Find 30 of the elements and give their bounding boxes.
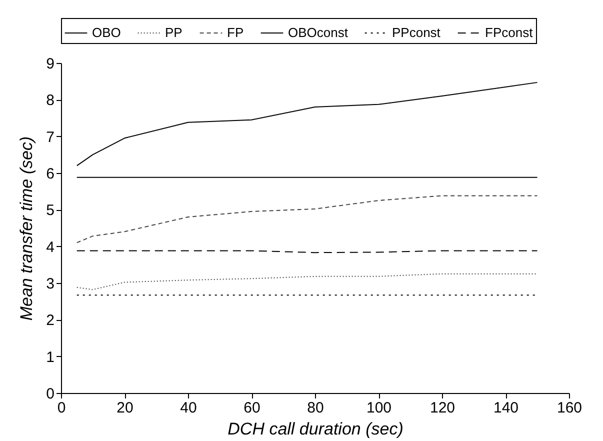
line-series [76, 195, 538, 244]
y-tick-label: 5 [46, 202, 54, 220]
x-tick-label: 40 [180, 400, 197, 416]
x-tick-label: 140 [493, 400, 519, 416]
legend-label: FPconst [485, 25, 534, 40]
y-tick-label: 6 [46, 166, 54, 182]
y-tick-label: 2 [46, 312, 54, 330]
legend-label: PP [165, 25, 182, 40]
y-tick-label: 7 [46, 128, 54, 146]
x-tick-label: 0 [57, 400, 66, 416]
y-tick-label: 3 [46, 276, 54, 292]
y-tick-label: 0 [46, 386, 54, 402]
y-tick-label: 4 [46, 238, 54, 256]
y-tick-label: 8 [46, 92, 54, 110]
line-series [76, 273, 538, 290]
legend-label: PPconst [392, 25, 441, 40]
x-tick-label: 20 [116, 400, 134, 416]
x-axis-title: DCH call duration (sec) [228, 420, 404, 438]
x-tick-label: 120 [430, 400, 456, 416]
x-tick-label: 60 [244, 400, 260, 416]
legend-label: FP [227, 25, 244, 40]
y-tick-label: 9 [46, 56, 54, 72]
x-tick-label: 80 [307, 400, 324, 416]
legend-label: OBO [92, 25, 121, 40]
line-series [76, 82, 538, 166]
y-tick-label: 1 [46, 348, 54, 366]
x-tick-label: 160 [556, 400, 582, 416]
legend-label: OBOconst [288, 25, 348, 40]
y-axis-title: Mean transfer time (sec) [17, 136, 36, 321]
x-tick-label: 100 [366, 400, 392, 416]
